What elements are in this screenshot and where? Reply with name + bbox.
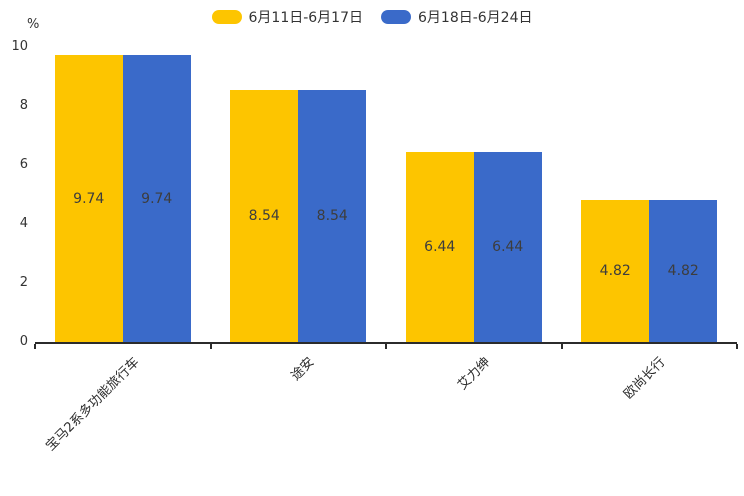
y-tick-label: 4 bbox=[19, 216, 28, 231]
y-tick-label: 0 bbox=[19, 334, 28, 349]
bar-value-label: 6.44 bbox=[492, 239, 524, 255]
legend-item-series-1[interactable]: 6月11日-6月17日 bbox=[211, 7, 364, 27]
x-axis-tick bbox=[385, 344, 387, 349]
bar-series-1-宝马2系多功能旅行车: 9.74 bbox=[54, 55, 123, 342]
bar-series-2-宝马2系多功能旅行车: 9.74 bbox=[122, 55, 191, 342]
bar-series-1-艾力绅: 6.44 bbox=[405, 152, 474, 342]
bar-series-1-途安: 8.54 bbox=[230, 90, 299, 342]
y-tick-label: 8 bbox=[19, 98, 28, 113]
legend-label: 6月18日-6月24日 bbox=[418, 10, 533, 26]
bar-value-label: 4.82 bbox=[599, 263, 631, 279]
y-tick-label: 6 bbox=[19, 157, 28, 172]
legend-swatch-icon bbox=[211, 10, 242, 24]
bar-value-label: 9.74 bbox=[73, 190, 105, 207]
x-tick-label: 艾力绅 bbox=[454, 354, 494, 394]
bar-series-2-途安: 8.54 bbox=[298, 90, 367, 342]
x-axis-tick bbox=[209, 344, 212, 349]
x-tick-label: 途安 bbox=[288, 354, 318, 384]
bar-value-label: 6.44 bbox=[424, 239, 456, 255]
bar-value-label: 8.54 bbox=[316, 208, 348, 224]
legend-item-series-2[interactable]: 6月18日-6月24日 bbox=[381, 7, 533, 27]
y-axis-unit-label: % bbox=[27, 17, 40, 32]
legend-swatch-icon bbox=[381, 10, 411, 24]
x-tick-label: 欧尚长行 bbox=[621, 354, 669, 403]
legend-label: 6月11日-6月17日 bbox=[248, 10, 364, 26]
y-tick-label: 10 bbox=[11, 39, 28, 54]
bar-value-label: 4.82 bbox=[667, 263, 699, 279]
x-axis-tick bbox=[560, 344, 563, 349]
bar-value-label: 9.74 bbox=[141, 190, 173, 207]
bar-series-2-欧尚长行: 4.82 bbox=[649, 200, 718, 342]
bar-value-label: 8.54 bbox=[248, 208, 280, 224]
x-tick-label: 宝马2系多功能旅行车 bbox=[42, 354, 143, 455]
x-axis-tick bbox=[34, 344, 36, 349]
legend: 6月11日-6月17日 6月18日-6月24日 bbox=[0, 7, 744, 27]
x-axis-line bbox=[35, 342, 737, 344]
bar-series-2-艾力绅: 6.44 bbox=[473, 152, 542, 342]
bar-series-1-欧尚长行: 4.82 bbox=[581, 200, 650, 342]
x-axis-tick bbox=[736, 344, 738, 349]
y-tick-label: 2 bbox=[19, 275, 28, 290]
